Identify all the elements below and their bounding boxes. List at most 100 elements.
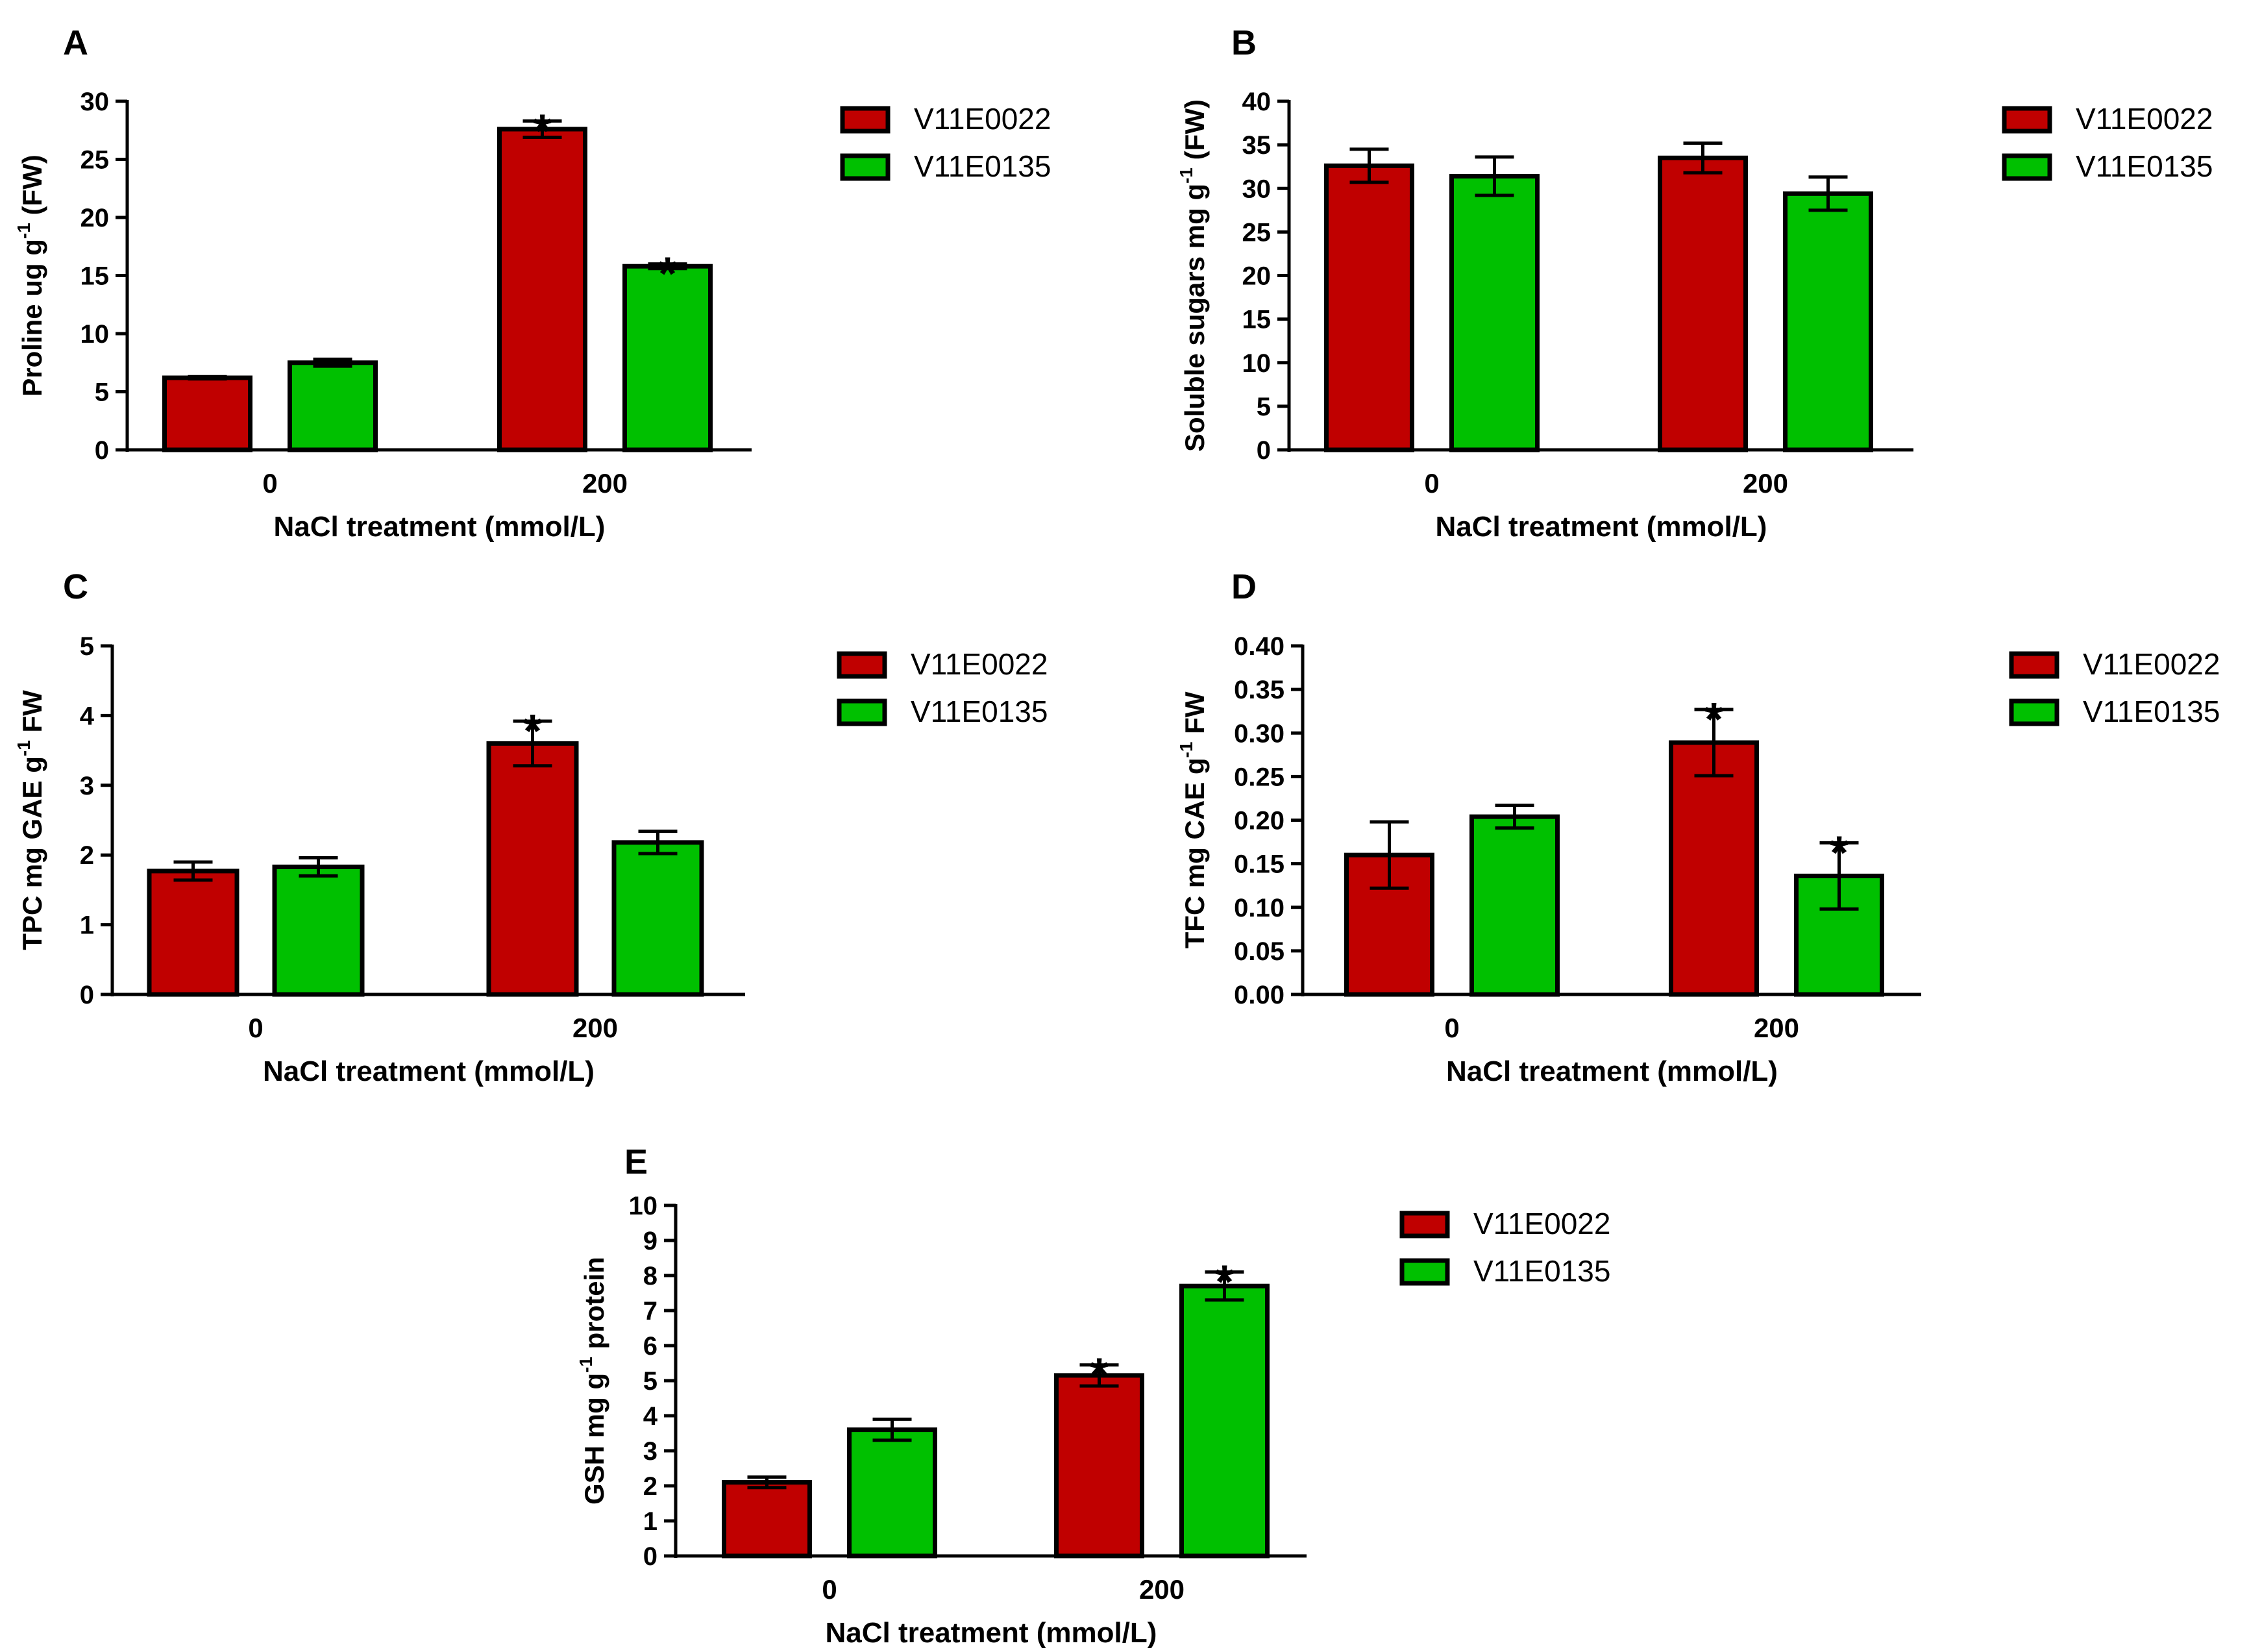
panel-letter: A [63, 23, 88, 62]
y-tick-label: 5 [643, 1367, 657, 1396]
y-tick-label: 10 [1242, 349, 1272, 378]
y-axis-label: TFC mg CAE g-1 FW [1176, 691, 1210, 948]
y-tick-label: 0.20 [1234, 807, 1284, 835]
legend-label: V11E0022 [911, 647, 1048, 681]
legend-swatch [1399, 1258, 1450, 1286]
legend: V11E0022 V11E0135 [837, 647, 1048, 728]
y-axis-label-suffix: protein [579, 1257, 609, 1357]
significance-mark: * [1215, 1257, 1233, 1309]
legend-label: V11E0135 [2076, 149, 2213, 183]
chart-panel-c: C * 0 1 2 3 4 5 0 200 NaCl treatment (mmol/L) TPC m… [14, 567, 1048, 1087]
y-tick-label: 15 [1242, 306, 1272, 334]
legend: V11E0022 V11E0135 [1399, 1207, 1610, 1288]
x-tick-label: 200 [572, 1013, 618, 1043]
chart-panel-d: D * * 0.00 0.05 0.10 0.15 0.20 0.25 0.30 0.35 0.40 0… [1176, 567, 2220, 1087]
y-tick-label: 0.10 [1234, 894, 1284, 922]
y-tick-label: 6 [643, 1332, 657, 1361]
x-axis-label: NaCl treatment (mmol/L) [274, 511, 606, 543]
x-tick-label: 0 [1424, 468, 1439, 499]
bar [847, 1427, 937, 1559]
y-tick-label: 10 [80, 320, 110, 349]
bar [1783, 191, 1873, 452]
y-tick-label: 10 [629, 1192, 658, 1220]
legend-swatch [2009, 698, 2059, 726]
legend-label: V11E0135 [1473, 1254, 1610, 1288]
y-tick-label: 9 [643, 1227, 657, 1255]
y-axis-label-superscript: -1 [14, 223, 34, 239]
y-tick-label: 0 [643, 1542, 657, 1571]
panel-letter: D [1231, 567, 1257, 606]
bar [611, 840, 704, 997]
x-axis-label: NaCl treatment (mmol/L) [263, 1055, 595, 1087]
x-axis-label: NaCl treatment (mmol/L) [826, 1617, 1157, 1649]
y-tick-label: 4 [643, 1402, 658, 1431]
x-tick-label: 0 [262, 468, 277, 499]
y-tick-label: 8 [643, 1262, 657, 1290]
y-tick-label: 0 [80, 981, 94, 1009]
y-tick-label: 5 [1257, 393, 1271, 421]
bar [1054, 1373, 1144, 1559]
panel-letter: C [63, 567, 88, 606]
bar [1179, 1283, 1270, 1559]
significance-mark: * [533, 105, 551, 157]
y-axis-label-text: TFC mg CAE g [1179, 758, 1210, 948]
y-tick-label: 0.25 [1234, 763, 1284, 791]
legend-label: V11E0022 [1473, 1207, 1610, 1240]
y-tick-label: 1 [643, 1507, 657, 1536]
legend-swatch [2002, 106, 2052, 134]
y-axis-label-text: TPC mg GAE g [17, 756, 47, 950]
bar [162, 375, 252, 452]
legend-label: V11E0135 [911, 695, 1048, 728]
y-axis-label-text: Proline ug g [17, 239, 47, 397]
y-axis-label-suffix: (FW) [1179, 99, 1210, 167]
legend-swatch [837, 698, 887, 726]
significance-mark: * [1090, 1350, 1108, 1401]
significance-mark: * [1704, 694, 1723, 746]
bar [1324, 163, 1414, 452]
bar [722, 1480, 812, 1559]
y-tick-label: 25 [80, 146, 110, 175]
y-axis-label: TPC mg GAE g-1 FW [14, 690, 47, 950]
x-axis-label: NaCl treatment (mmol/L) [1436, 511, 1767, 543]
x-tick-label: 0 [1444, 1013, 1459, 1043]
bar [1469, 814, 1560, 997]
y-axis-label-superscript: -1 [576, 1357, 596, 1373]
y-tick-label: 0.05 [1234, 937, 1284, 966]
x-tick-label: 200 [1754, 1013, 1799, 1043]
y-tick-label: 20 [1242, 262, 1272, 291]
y-axis-label-text: GSH mg g [579, 1373, 609, 1505]
y-axis-label-suffix: (FW) [17, 154, 47, 223]
chart-panel-e: E * * 0 1 2 3 4 5 6 7 8 9 10 0 200 NaCl treatment (mmol/… [576, 1142, 1610, 1649]
y-tick-label: 7 [643, 1297, 657, 1325]
y-tick-label: 40 [1242, 88, 1272, 116]
bar [1449, 173, 1540, 452]
y-tick-label: 25 [1242, 218, 1272, 247]
y-tick-label: 3 [80, 772, 94, 800]
y-axis-label-suffix: FW [17, 690, 47, 740]
y-tick-label: 0.40 [1234, 632, 1284, 661]
y-axis-label-text: Soluble sugars mg g [1179, 184, 1210, 452]
panel-letter: B [1231, 23, 1257, 62]
y-tick-label: 0.15 [1234, 850, 1284, 879]
legend-label: V11E0135 [914, 149, 1051, 183]
y-tick-label: 0 [1257, 436, 1271, 465]
y-axis-label: GSH mg g-1 protein [576, 1257, 609, 1505]
y-tick-label: 0.35 [1234, 676, 1284, 704]
y-tick-label: 30 [80, 88, 110, 116]
bar [1658, 155, 1748, 452]
significance-mark: * [523, 706, 541, 758]
x-tick-label: 200 [1139, 1574, 1185, 1605]
legend-label: V11E0135 [2083, 695, 2220, 728]
legend-swatch [840, 153, 891, 181]
bar [147, 869, 240, 997]
y-tick-label: 0.00 [1234, 981, 1284, 1009]
y-axis-label-suffix: FW [1179, 691, 1210, 741]
legend: V11E0022 V11E0135 [2009, 647, 2220, 728]
bar [272, 864, 365, 997]
y-tick-label: 1 [80, 911, 94, 940]
y-axis-label-superscript: -1 [1176, 742, 1196, 758]
significance-mark: * [658, 249, 676, 301]
y-tick-label: 2 [643, 1472, 657, 1501]
y-tick-label: 0 [95, 436, 109, 465]
legend: V11E0022 V11E0135 [2002, 102, 2213, 183]
